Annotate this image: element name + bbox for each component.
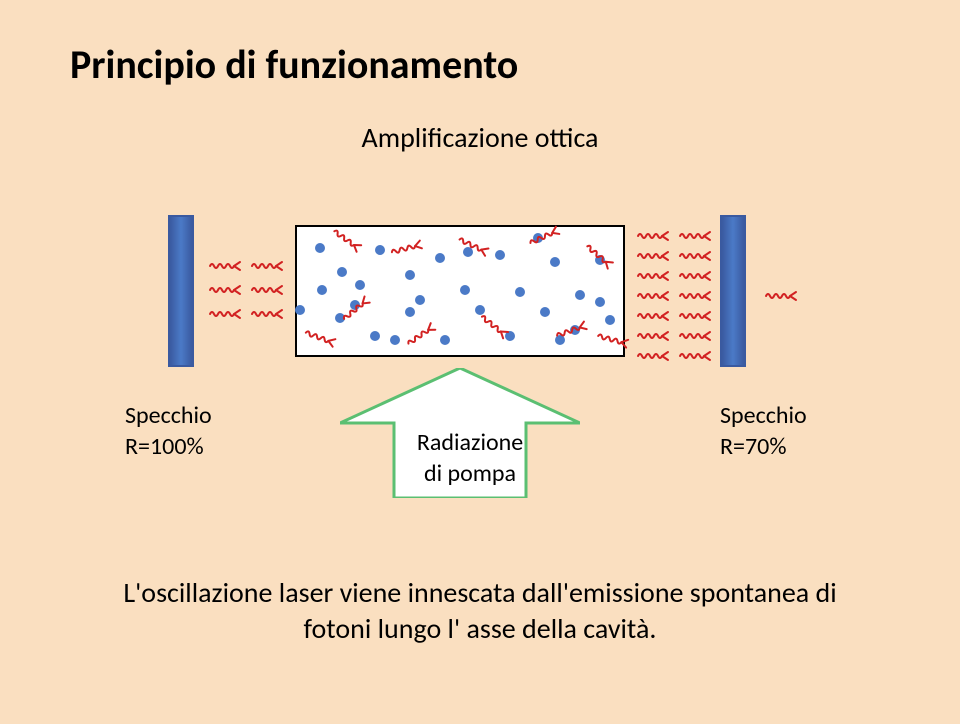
photon-wave-icon xyxy=(678,248,714,269)
mirror-left-label-l2: R=100% xyxy=(125,432,204,461)
photon-wave-icon xyxy=(636,308,672,329)
photon-dot xyxy=(370,331,380,341)
photon-dot xyxy=(390,335,400,345)
photon-dot xyxy=(415,295,425,305)
photon-dot xyxy=(295,305,305,315)
slide-title: Principio di funzionamento xyxy=(70,40,518,89)
photon-wave-icon xyxy=(678,288,714,309)
photon-dot xyxy=(515,287,525,297)
caption-line2: fotoni lungo l' asse della cavità. xyxy=(304,611,657,646)
slide-subtitle: Amplificazione ottica xyxy=(0,120,960,155)
photon-wave-icon xyxy=(678,228,714,249)
photon-wave-icon xyxy=(250,282,286,303)
caption-line1: L'oscillazione laser viene innescata dal… xyxy=(123,575,836,610)
mirror-right-label-l1: Specchio xyxy=(720,401,807,430)
mirror-left xyxy=(168,215,194,367)
photon-wave-icon xyxy=(678,348,714,369)
photon-dot xyxy=(405,270,415,280)
photon-dot xyxy=(540,307,550,317)
photon-dot xyxy=(550,257,560,267)
photon-dot xyxy=(435,253,445,263)
photon-wave-icon xyxy=(636,328,672,349)
photon-dot xyxy=(405,307,415,317)
mirror-right xyxy=(720,215,746,367)
photon-dot xyxy=(460,285,470,295)
photon-wave-icon xyxy=(636,228,672,249)
mirror-right-label-l2: R=70% xyxy=(720,432,786,461)
photon-wave-icon xyxy=(208,258,244,279)
mirror-left-label: Specchio R=100% xyxy=(125,400,212,462)
photon-dot xyxy=(337,267,347,277)
photon-wave-icon xyxy=(250,258,286,279)
photon-dot xyxy=(575,290,585,300)
photon-dot xyxy=(595,297,605,307)
pump-label-l1: Radiazione xyxy=(417,428,523,457)
photon-dot xyxy=(317,285,327,295)
mirror-right-label: Specchio R=70% xyxy=(720,400,807,462)
photon-wave-icon xyxy=(250,306,286,327)
pump-label: Radiazione di pompa xyxy=(390,427,550,489)
photon-wave-icon xyxy=(636,288,672,309)
photon-wave-icon xyxy=(764,288,800,309)
photon-dot xyxy=(315,243,325,253)
photon-dot xyxy=(375,245,385,255)
pump-label-l2: di pompa xyxy=(424,459,516,488)
photon-wave-icon xyxy=(208,306,244,327)
photon-dot xyxy=(605,315,615,325)
photon-wave-icon xyxy=(636,248,672,269)
photon-wave-icon xyxy=(636,348,672,369)
photon-dot xyxy=(440,335,450,345)
photon-wave-icon xyxy=(208,282,244,303)
mirror-left-label-l1: Specchio xyxy=(125,401,212,430)
photon-wave-icon xyxy=(678,308,714,329)
caption: L'oscillazione laser viene innescata dal… xyxy=(0,575,960,648)
photon-wave-icon xyxy=(678,328,714,349)
photon-wave-icon xyxy=(636,268,672,289)
photon-wave-icon xyxy=(678,268,714,289)
photon-dot xyxy=(495,250,505,260)
photon-dot xyxy=(355,280,365,290)
